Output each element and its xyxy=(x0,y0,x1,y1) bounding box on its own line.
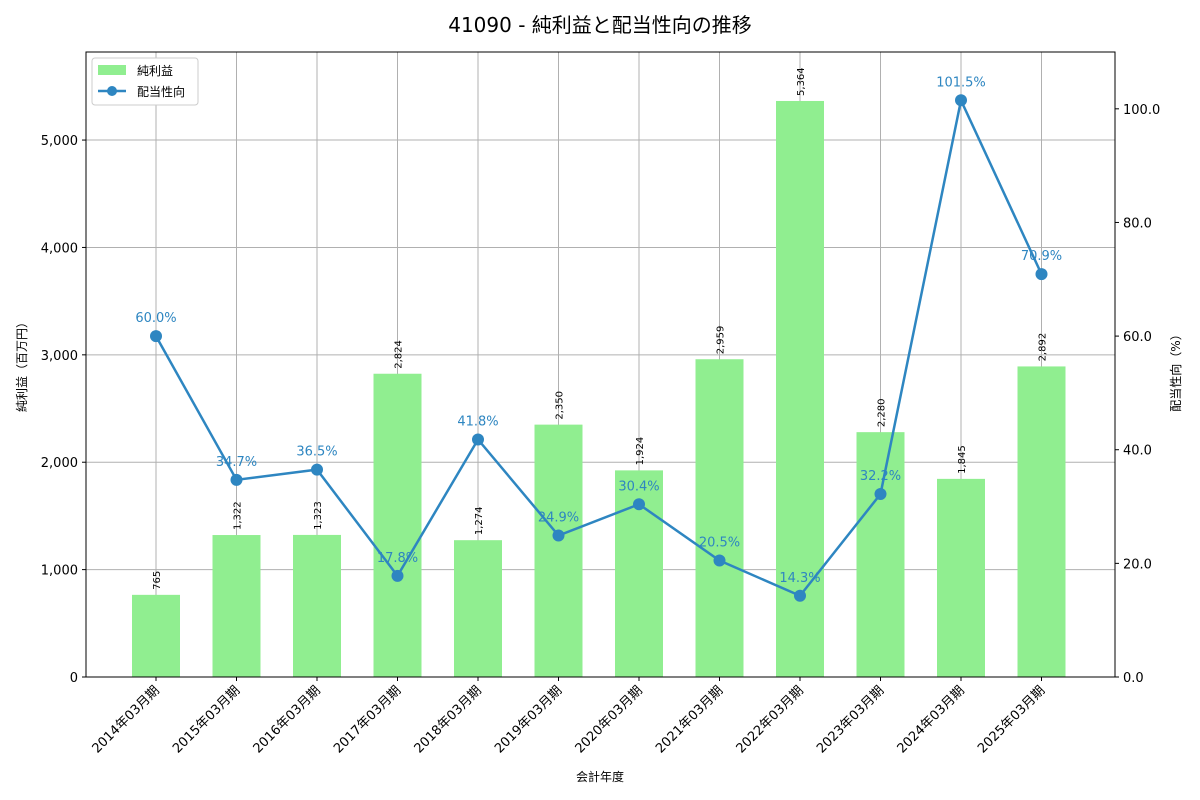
x-tick-label: 2023年03月期 xyxy=(814,683,887,756)
y-right-tick-label: 40.0 xyxy=(1123,444,1152,459)
x-tick-label: 2022年03月期 xyxy=(734,683,807,756)
legend-marker-line xyxy=(107,86,117,96)
line-value-label: 60.0% xyxy=(135,311,176,326)
x-tick-label: 2019年03月期 xyxy=(492,683,565,756)
bar xyxy=(132,594,180,677)
bar xyxy=(695,359,744,677)
bar-value-label: 2,892 xyxy=(1038,333,1049,362)
plot-frame xyxy=(85,51,1116,678)
bar-value-label: 1,924 xyxy=(635,437,646,466)
bar-value-label: 1,845 xyxy=(957,445,968,474)
x-tick-label: 2017年03月期 xyxy=(331,683,404,756)
line-value-label: 30.4% xyxy=(618,479,659,494)
line-value-label: 34.7% xyxy=(216,455,257,470)
bar-value-label: 2,959 xyxy=(716,326,727,355)
bar-value-label: 2,350 xyxy=(555,391,566,420)
y-right-tick-label: 20.0 xyxy=(1123,557,1152,572)
bar xyxy=(856,432,905,677)
line-point xyxy=(633,498,645,511)
bar-value-label: 765 xyxy=(152,571,163,590)
line-point xyxy=(1035,268,1048,281)
x-tick-label: 2016年03月期 xyxy=(251,683,324,756)
bar-value-label: 1,323 xyxy=(313,501,324,530)
y-left-tick-label: 3,000 xyxy=(41,349,78,364)
legend: 純利益 配当性向 xyxy=(91,57,199,106)
y-axis-right: 0.0 20.0 40.0 60.0 80.0 100.0 xyxy=(1115,103,1160,686)
line-point xyxy=(955,94,967,107)
line-point xyxy=(150,330,162,343)
y-left-tick-label: 1,000 xyxy=(41,564,78,579)
bar-value-label: 2,824 xyxy=(394,340,405,369)
x-tick-label: 2024年03月期 xyxy=(895,683,968,756)
bar xyxy=(454,540,502,677)
line-value-label: 17.8% xyxy=(377,551,418,566)
line-point xyxy=(874,488,887,501)
bar-value-label: 1,322 xyxy=(233,501,244,530)
line-point xyxy=(391,569,404,582)
y-axis-right-label: 配当性向（%） xyxy=(1168,328,1183,411)
line-point xyxy=(794,589,806,602)
y-right-tick-label: 100.0 xyxy=(1123,103,1160,118)
line-value-label: 24.9% xyxy=(538,511,579,526)
x-axis-label: 会計年度 xyxy=(576,769,624,784)
line-value-label: 70.9% xyxy=(1021,249,1062,264)
line-point xyxy=(713,554,726,567)
bar xyxy=(212,535,261,677)
y-axis-left: 0 1,000 2,000 3,000 4,000 5,000 xyxy=(41,134,86,686)
y-right-tick-label: 0.0 xyxy=(1123,671,1144,686)
line-value-label: 14.3% xyxy=(779,571,820,586)
x-tick-label: 2021年03月期 xyxy=(653,683,726,756)
bar xyxy=(776,100,824,678)
legend-label-payout-ratio: 配当性向 xyxy=(137,84,185,99)
line-value-label: 32.2% xyxy=(860,469,901,484)
line-point xyxy=(552,529,565,542)
bar xyxy=(373,373,422,677)
y-left-tick-label: 5,000 xyxy=(41,134,78,149)
line-value-label: 101.5% xyxy=(936,75,986,90)
line-value-label: 41.8% xyxy=(457,415,498,430)
line-point xyxy=(311,463,323,476)
bar xyxy=(1017,366,1066,677)
bar xyxy=(534,424,583,677)
y-right-tick-label: 60.0 xyxy=(1123,330,1152,345)
legend-swatch-bar xyxy=(98,65,126,75)
bar xyxy=(937,478,985,677)
x-tick-label: 2014年03月期 xyxy=(90,683,163,756)
x-tick-label: 2018年03月期 xyxy=(412,683,485,756)
line-point xyxy=(230,473,243,486)
x-tick-label: 2025年03月期 xyxy=(975,683,1048,756)
line-value-label: 36.5% xyxy=(296,445,337,460)
chart-title: 41090 - 純利益と配当性向の推移 xyxy=(448,13,752,37)
line-payout-ratio: 60.0% 34.7% 36.5% 17.8% 41.8% 24.9% 30.4% 20.5%… xyxy=(135,75,1062,602)
line-point xyxy=(472,433,484,446)
y-axis-left-label: 純利益（百万円） xyxy=(15,316,29,412)
bar-value-label: 1,274 xyxy=(474,507,485,536)
y-left-tick-label: 4,000 xyxy=(41,241,78,256)
line-value-label: 20.5% xyxy=(699,536,740,551)
x-tick-label: 2020年03月期 xyxy=(573,683,646,756)
y-right-tick-label: 80.0 xyxy=(1123,216,1152,231)
bar-value-label: 2,280 xyxy=(877,399,888,428)
bar xyxy=(293,534,341,677)
y-left-tick-label: 0 xyxy=(70,671,78,686)
x-tick-label: 2015年03月期 xyxy=(170,683,243,756)
x-axis: 2014年03月期 2015年03月期 2016年03月期 2017年03月期 2018… xyxy=(90,677,1048,757)
legend-label-net-income: 純利益 xyxy=(137,64,173,78)
y-left-tick-label: 2,000 xyxy=(41,456,78,471)
bar-value-label: 5,364 xyxy=(796,67,807,96)
bars-net-income: 765 1,322 1,323 2,824 1,274 2,350 1,924 2,959 5,… xyxy=(132,67,1066,678)
